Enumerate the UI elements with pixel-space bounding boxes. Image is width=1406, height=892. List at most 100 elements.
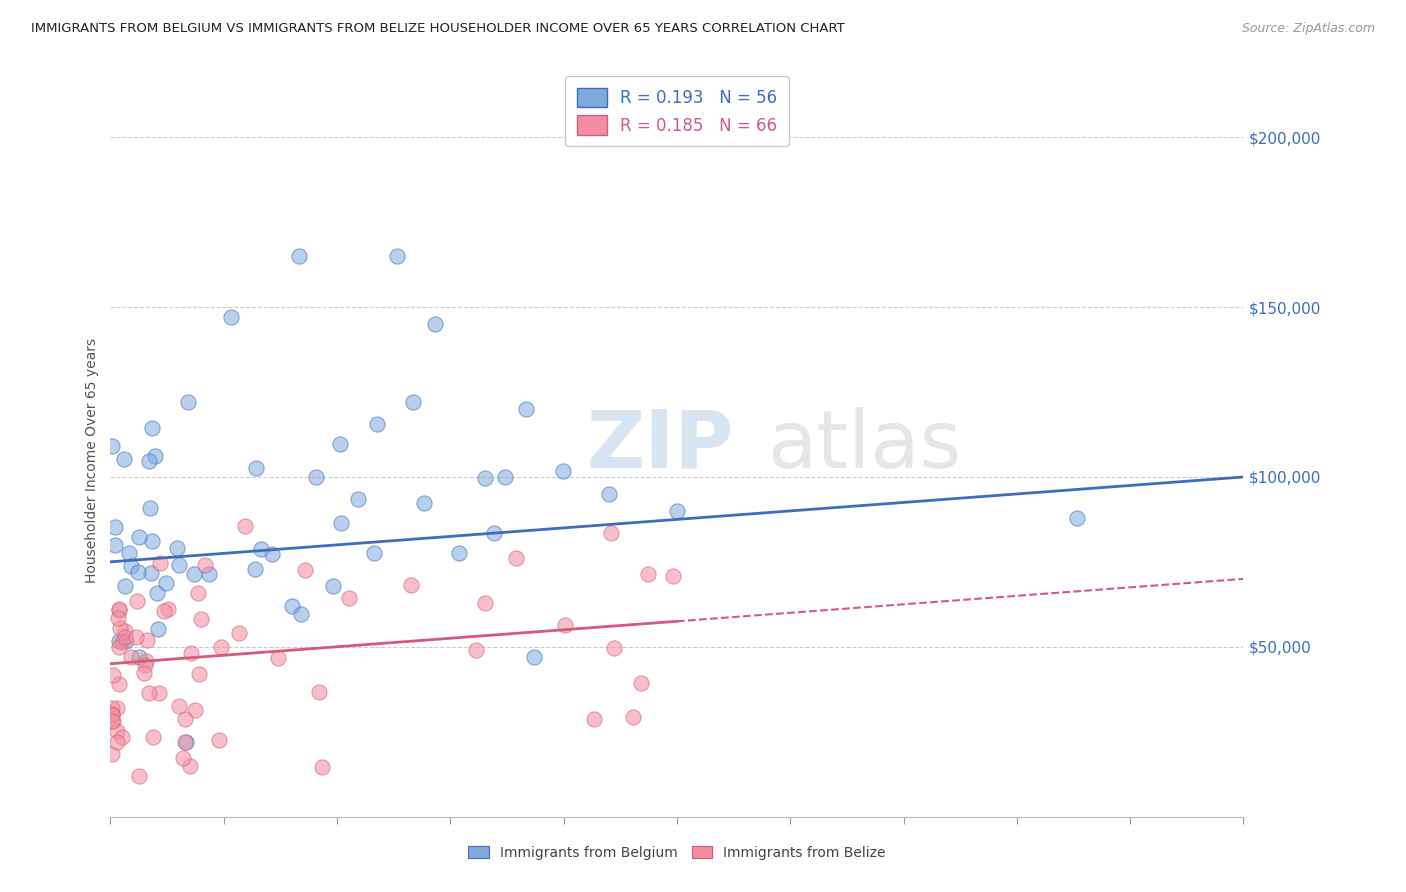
Point	[128, 530, 150, 544]
Point	[290, 607, 312, 621]
Point	[305, 469, 328, 483]
Point	[112, 451, 135, 466]
Point	[288, 249, 311, 263]
Point	[425, 317, 447, 331]
Point	[551, 464, 574, 478]
Point	[523, 649, 546, 664]
Point	[107, 610, 129, 624]
Point	[198, 567, 221, 582]
Point	[194, 558, 217, 572]
Point	[146, 586, 169, 600]
Y-axis label: Householder Income Over 65 years: Householder Income Over 65 years	[86, 337, 100, 582]
Point	[399, 578, 422, 592]
Point	[329, 437, 352, 451]
Point	[180, 646, 202, 660]
Text: atlas: atlas	[768, 407, 962, 484]
Point	[330, 516, 353, 530]
Point	[107, 602, 129, 616]
Point	[135, 632, 157, 647]
Point	[308, 684, 330, 698]
Point	[603, 641, 626, 656]
Point	[464, 643, 486, 657]
Point	[105, 701, 128, 715]
Point	[141, 421, 163, 435]
Point	[662, 569, 685, 583]
Point	[110, 621, 132, 635]
Point	[107, 603, 129, 617]
Point	[177, 395, 200, 409]
Point	[219, 310, 242, 325]
Point	[366, 417, 388, 431]
Point	[114, 579, 136, 593]
Point	[174, 712, 197, 726]
Point	[111, 635, 134, 649]
Point	[105, 734, 128, 748]
Point	[114, 624, 136, 638]
Point	[138, 501, 160, 516]
Point	[262, 547, 284, 561]
Point	[172, 751, 194, 765]
Point	[107, 640, 129, 654]
Point	[637, 567, 659, 582]
Point	[209, 640, 232, 654]
Point	[169, 698, 191, 713]
Point	[143, 449, 166, 463]
Point	[111, 730, 134, 744]
Point	[582, 712, 605, 726]
Point	[598, 487, 620, 501]
Point	[474, 596, 496, 610]
Point	[250, 542, 273, 557]
Point	[138, 454, 160, 468]
Point	[630, 675, 652, 690]
Legend: R = 0.193   N = 56, R = 0.185   N = 66: R = 0.193 N = 56, R = 0.185 N = 66	[565, 76, 789, 146]
Point	[1066, 510, 1088, 524]
Point	[600, 526, 623, 541]
Point	[187, 667, 209, 681]
Point	[245, 562, 267, 576]
Text: ZIP: ZIP	[586, 407, 734, 484]
Point	[505, 551, 527, 566]
Point	[138, 686, 160, 700]
Point	[124, 630, 146, 644]
Point	[190, 612, 212, 626]
Point	[183, 566, 205, 581]
Point	[187, 585, 209, 599]
Point	[101, 747, 124, 761]
Point	[142, 731, 165, 745]
Point	[125, 594, 148, 608]
Point	[108, 677, 131, 691]
Point	[515, 402, 537, 417]
Point	[665, 504, 688, 518]
Point	[134, 666, 156, 681]
Point	[103, 520, 125, 534]
Point	[311, 760, 333, 774]
Point	[337, 591, 360, 605]
Point	[208, 733, 231, 747]
Point	[228, 625, 250, 640]
Point	[174, 735, 197, 749]
Point	[101, 707, 124, 722]
Point	[174, 735, 197, 749]
Point	[149, 556, 172, 570]
Point	[494, 470, 516, 484]
Point	[554, 618, 576, 632]
Point	[118, 546, 141, 560]
Point	[322, 579, 344, 593]
Point	[101, 701, 124, 715]
Point	[101, 439, 124, 453]
Point	[120, 559, 142, 574]
Point	[134, 658, 156, 673]
Point	[105, 723, 128, 738]
Point	[363, 546, 385, 560]
Point	[184, 703, 207, 717]
Text: IMMIGRANTS FROM BELGIUM VS IMMIGRANTS FROM BELIZE HOUSEHOLDER INCOME OVER 65 YEA: IMMIGRANTS FROM BELGIUM VS IMMIGRANTS FR…	[31, 22, 845, 36]
Point	[101, 714, 124, 729]
Point	[104, 538, 127, 552]
Point	[346, 491, 368, 506]
Point	[401, 395, 423, 409]
Point	[387, 249, 409, 263]
Point	[128, 769, 150, 783]
Point	[128, 649, 150, 664]
Point	[115, 634, 138, 648]
Point	[103, 668, 125, 682]
